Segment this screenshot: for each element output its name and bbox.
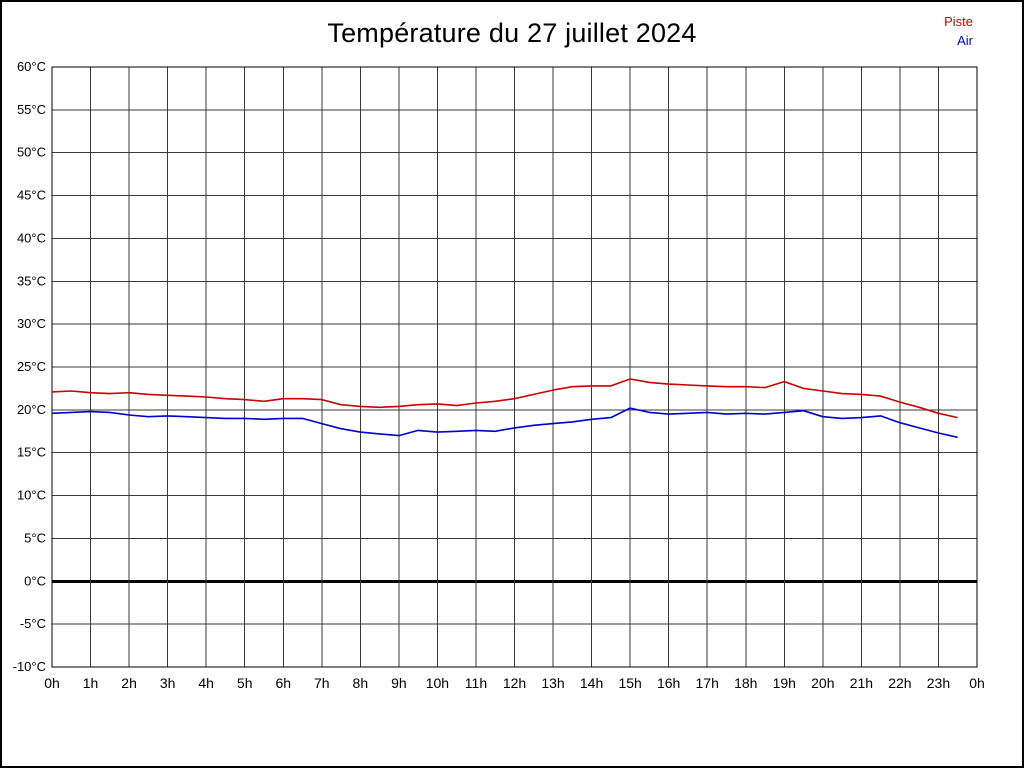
x-axis-tick-label: 2h	[121, 675, 137, 691]
x-axis-tick-label: 19h	[773, 675, 796, 691]
x-axis-tick-label: 13h	[541, 675, 564, 691]
x-axis-tick-label: 11h	[465, 675, 487, 691]
y-axis-tick-label: 30°C	[17, 316, 46, 331]
x-axis-tick-label: 17h	[696, 675, 719, 691]
y-axis-tick-label: 55°C	[17, 102, 46, 117]
chart-title: Température du 27 juillet 2024	[327, 18, 697, 48]
y-axis-tick-label: 5°C	[24, 530, 46, 545]
x-axis-tick-label: 16h	[657, 675, 680, 691]
x-axis-tick-label: 6h	[275, 675, 291, 691]
plot-border	[51, 66, 978, 668]
x-axis-tick-label: 3h	[160, 675, 176, 691]
x-axis-tick-label: 0h	[44, 675, 60, 691]
x-axis-tick-label: 18h	[734, 675, 757, 691]
y-axis-tick-label: -10°C	[13, 659, 46, 674]
y-axis-tick-label: 60°C	[17, 59, 46, 74]
y-axis-tick-label: 50°C	[17, 145, 46, 160]
legend-item-air: Air	[957, 33, 973, 48]
x-axis-tick-label: 8h	[353, 675, 369, 691]
x-axis-tick-label: 1h	[83, 675, 99, 691]
x-axis-tick-label: 23h	[927, 675, 950, 691]
x-axis-tick-label: 22h	[888, 675, 911, 691]
air-series-line	[51, 407, 958, 439]
y-axis-tick-label: 35°C	[17, 273, 46, 288]
y-axis-tick-label: 0°C	[24, 573, 46, 588]
x-axis-tick-label: 4h	[198, 675, 214, 691]
x-axis-tick-label: 14h	[580, 675, 603, 691]
x-axis-tick-label: 15h	[618, 675, 641, 691]
x-axis-tick-label: 20h	[811, 675, 834, 691]
x-axis-tick-label: 10h	[426, 675, 449, 691]
x-axis-tick-label: 12h	[503, 675, 526, 691]
x-axis-tick-label: 5h	[237, 675, 253, 691]
legend-item-piste: Piste	[944, 14, 973, 29]
piste-series-line	[51, 378, 958, 419]
y-axis-tick-label: 25°C	[17, 359, 46, 374]
y-axis-tick-label: 20°C	[17, 402, 46, 417]
x-axis-tick-label: 21h	[850, 675, 873, 691]
y-axis-tick-label: -5°C	[20, 616, 46, 631]
y-axis-tick-label: 40°C	[17, 230, 46, 245]
x-axis-tick-label: 7h	[314, 675, 330, 691]
y-axis-tick-label: 10°C	[17, 488, 46, 503]
legend: Piste Air	[944, 12, 973, 50]
y-axis-tick-label: 15°C	[17, 445, 46, 460]
x-axis-tick-label: 9h	[391, 675, 407, 691]
x-axis-tick-label: 0h	[969, 675, 985, 691]
y-axis-tick-label: 45°C	[17, 188, 46, 203]
